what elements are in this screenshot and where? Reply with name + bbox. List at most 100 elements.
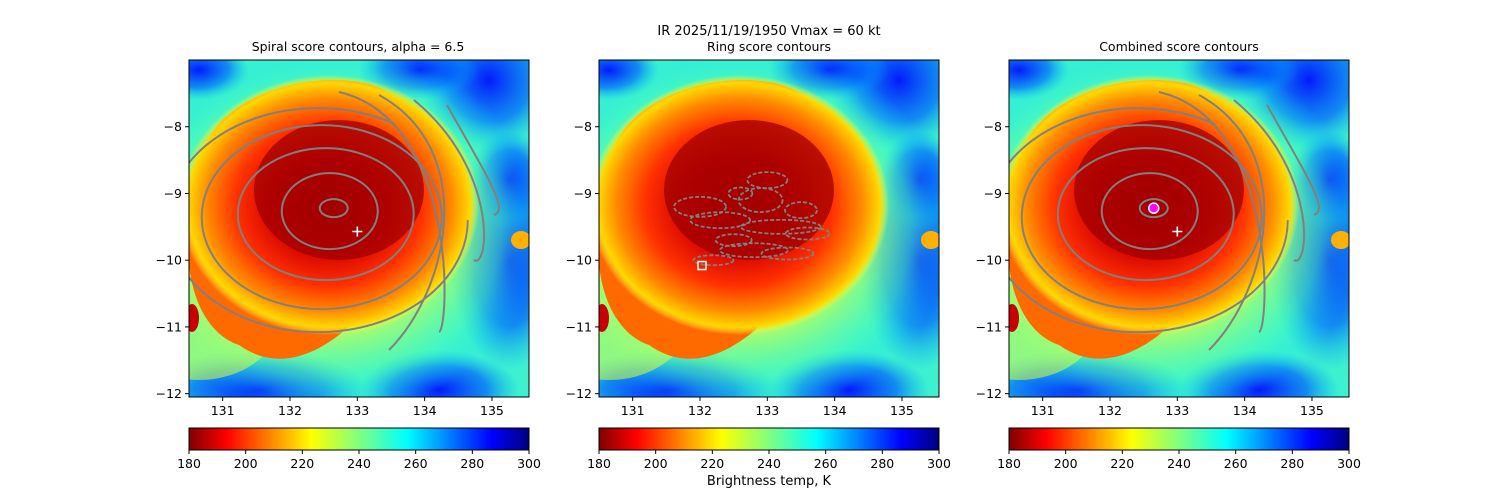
ring-contour xyxy=(746,171,789,190)
colorbar-tick-label: 200 xyxy=(644,456,668,471)
x-tick-label: 135 xyxy=(890,403,914,418)
score-contour xyxy=(1020,124,1263,311)
colorbar-tick-label: 300 xyxy=(517,456,541,471)
colorbar-label: Brightness temp, K xyxy=(707,474,832,489)
x-tick-label: 133 xyxy=(755,403,779,418)
spiral-contour xyxy=(1266,104,1320,216)
x-tick-label: 132 xyxy=(1098,403,1122,418)
spiral-contour xyxy=(1198,94,1266,351)
panel-spiral: Spiral score contours, alpha = 6.5 131 13… xyxy=(156,39,541,471)
edge-cloud xyxy=(1009,304,1019,332)
colorbar-gradient xyxy=(598,427,940,451)
y-tick-label: −9 xyxy=(984,186,1002,201)
x-tick-label: 131 xyxy=(211,403,235,418)
storm-eye-region xyxy=(1074,120,1244,260)
storm-eye-region xyxy=(254,120,424,260)
y-tick-label: −10 xyxy=(566,253,592,268)
score-contour xyxy=(1138,198,1169,219)
y-tick-label: −9 xyxy=(164,186,182,201)
ring-contour xyxy=(760,246,815,261)
y-tick-label: −11 xyxy=(976,319,1002,334)
y-tick-label: −11 xyxy=(566,319,592,334)
ring-contour xyxy=(727,186,754,201)
figure-suptitle: IR 2025/11/19/1950 Vmax = 60 kt xyxy=(657,24,880,39)
panel-combined: Combined score contours 131 132 133 134 135 −… xyxy=(976,39,1361,471)
colorbar-tick-label: 240 xyxy=(347,456,371,471)
axes: 131 132 133 134 135 −8 −9 −10 −11 −12 xyxy=(156,59,530,418)
colorbar-tick-label: 280 xyxy=(460,456,484,471)
y-tick-label: −12 xyxy=(566,386,592,401)
colorbar-tick-label: 180 xyxy=(587,456,611,471)
score-contour xyxy=(236,147,415,282)
score-contour xyxy=(1009,107,1289,334)
colorbar-tick-label: 260 xyxy=(404,456,428,471)
x-tick-label: 132 xyxy=(688,403,712,418)
y-tick-label: −10 xyxy=(976,253,1002,268)
axes-frame xyxy=(598,59,940,398)
colorbar-tick-label: 220 xyxy=(290,456,314,471)
x-tick-label: 132 xyxy=(278,403,302,418)
center-marker xyxy=(1172,226,1183,237)
y-tick-label: −9 xyxy=(574,186,592,201)
colorbar: 180 200 220 240 260 280 300 xyxy=(177,427,541,471)
colorbar-gradient xyxy=(188,427,530,451)
y-tick-label: −12 xyxy=(976,386,1002,401)
edge-cloud xyxy=(921,231,939,249)
score-contour xyxy=(189,107,469,334)
panel-title: Ring score contours xyxy=(707,39,831,54)
ring-center-marker xyxy=(697,260,707,271)
ring-contour xyxy=(718,242,789,259)
ring-contour xyxy=(784,201,818,220)
spiral-contour xyxy=(1158,91,1266,333)
colorbar-tick-label: 280 xyxy=(1280,456,1304,471)
edge-cloud xyxy=(1331,231,1349,249)
x-tick-label: 134 xyxy=(823,403,847,418)
x-tick-label: 134 xyxy=(413,403,437,418)
y-tick-label: −12 xyxy=(156,386,182,401)
axes: 131 132 133 134 135 −8 −9 −10 −11 −12 xyxy=(566,59,940,418)
colorbar-tick-label: 280 xyxy=(870,456,894,471)
x-tick-label: 131 xyxy=(621,403,645,418)
y-tick-label: −10 xyxy=(156,253,182,268)
ring-contour xyxy=(737,187,784,214)
ir-map xyxy=(599,60,939,397)
score-contour xyxy=(200,124,443,311)
ring-contour xyxy=(784,226,831,241)
colorbar-tick-label: 240 xyxy=(757,456,781,471)
combined-center-marker xyxy=(1148,202,1160,214)
score-contour xyxy=(318,198,349,219)
center-marker xyxy=(352,226,363,237)
x-tick-label: 133 xyxy=(345,403,369,418)
axes: 131 132 133 134 135 −8 −9 −10 −11 −12 xyxy=(976,59,1350,418)
y-tick-label: −11 xyxy=(156,319,182,334)
edge-cloud xyxy=(511,231,529,249)
x-tick-label: 135 xyxy=(1300,403,1324,418)
x-tick-label: 133 xyxy=(1165,403,1189,418)
colorbar-gradient xyxy=(1008,427,1350,451)
ring-contour xyxy=(714,233,753,248)
colorbar-tick-label: 200 xyxy=(234,456,258,471)
spiral-contour xyxy=(338,91,446,333)
panel-title: Spiral score contours, alpha = 6.5 xyxy=(252,39,465,54)
y-tick-label: −8 xyxy=(984,119,1002,134)
spiral-contour xyxy=(446,104,500,216)
colorbar-tick-label: 180 xyxy=(177,456,201,471)
spiral-contour xyxy=(378,94,446,351)
colorbar: 180 200 220 240 260 280 300 xyxy=(587,427,951,471)
edge-cloud xyxy=(599,304,609,332)
colorbar: 180 200 220 240 260 280 300 xyxy=(997,427,1361,471)
panel-ring: Ring score contours 131 132 133 134 135 −8 −9 −… xyxy=(566,39,951,471)
ir-map xyxy=(1009,60,1349,397)
colorbar-tick-label: 240 xyxy=(1167,456,1191,471)
score-contour xyxy=(280,172,379,251)
ring-contour xyxy=(673,195,727,218)
y-tick-label: −8 xyxy=(164,119,182,134)
edge-cloud xyxy=(189,304,199,332)
axes-frame xyxy=(1008,59,1350,398)
panel-title: Combined score contours xyxy=(1099,39,1259,54)
x-tick-label: 131 xyxy=(1031,403,1055,418)
ring-contour xyxy=(692,254,735,267)
ring-contour xyxy=(739,218,822,235)
colorbar-tick-label: 180 xyxy=(997,456,1021,471)
